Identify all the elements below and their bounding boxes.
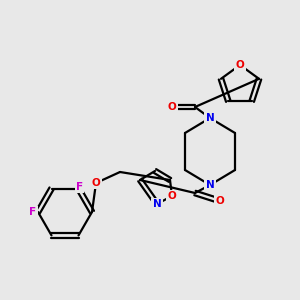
Text: O: O	[236, 60, 244, 70]
Text: O: O	[168, 102, 176, 112]
Text: O: O	[216, 196, 224, 206]
Text: O: O	[92, 178, 100, 188]
Text: N: N	[206, 180, 214, 190]
Text: O: O	[168, 191, 176, 201]
Text: N: N	[153, 199, 161, 209]
Text: F: F	[29, 207, 37, 217]
Text: N: N	[206, 113, 214, 123]
Text: F: F	[76, 182, 83, 192]
